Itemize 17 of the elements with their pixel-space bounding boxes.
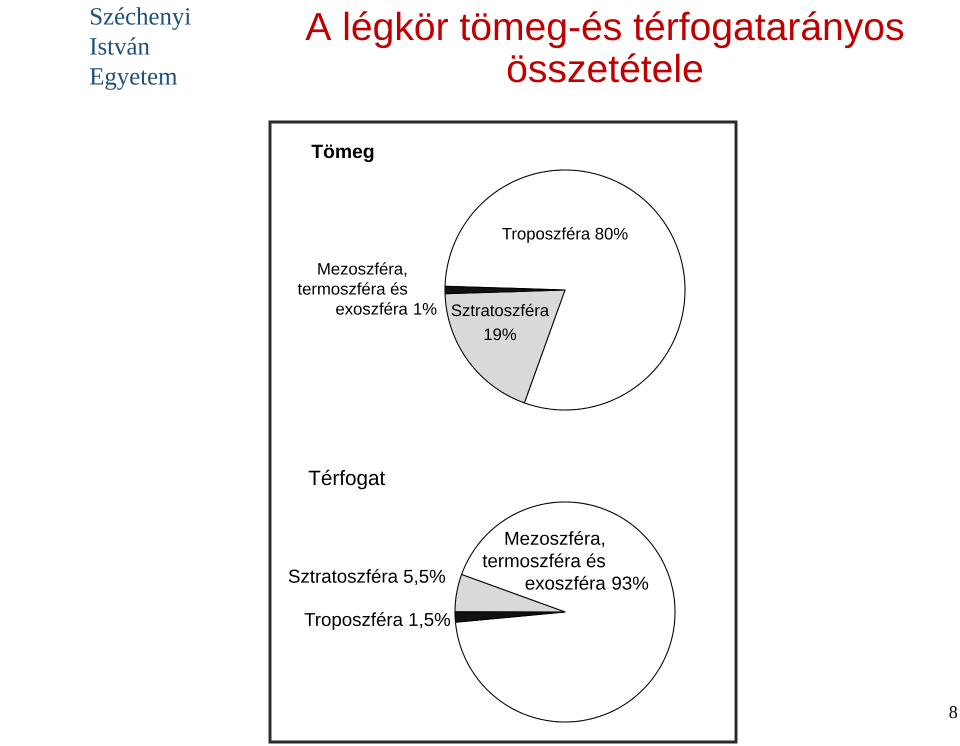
data-label: 1,5% [410, 612, 450, 628]
slice-label: Mezoszféra, termoszféra és exoszféra [482, 530, 606, 590]
data-label: 1% [414, 303, 436, 315]
data-label: 93% [612, 576, 648, 590]
slice-label: Troposzféra [304, 612, 404, 630]
text: 8 [949, 706, 958, 718]
slice-label: Troposzféra [502, 227, 590, 243]
chart-title: Tömeg [311, 144, 374, 162]
chart-title: Térfogat [308, 470, 386, 490]
slice-label: Sztratoszféra [452, 304, 550, 316]
text: Széchenyi István Egyetem [90, 7, 191, 90]
slice-label: Sztratoszféra [288, 568, 398, 583]
text: A légkör tömeg-és térfogatarányos összetétele [305, 11, 904, 82]
data-label: 19% [484, 328, 516, 340]
data-label: 5,5% [404, 570, 446, 586]
slice-label: Mezoszféra, termoszféra és exoszféra [298, 262, 408, 315]
data-label: 80% [596, 228, 628, 240]
